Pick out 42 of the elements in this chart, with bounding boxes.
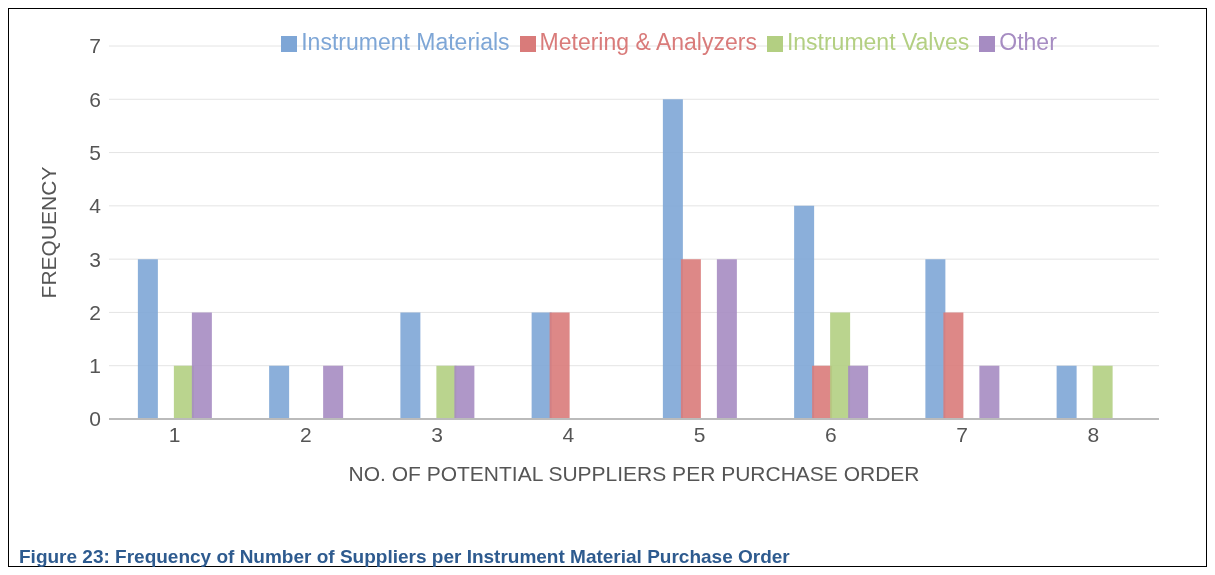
bar xyxy=(323,365,344,419)
bar xyxy=(848,365,869,419)
bar xyxy=(269,365,290,419)
y-tick-label: 1 xyxy=(89,354,101,378)
x-tick-label: 5 xyxy=(693,422,706,446)
caption: Figure 23: Frequency of Number of Suppliers per Instrument Material Purchase Order xyxy=(19,546,790,568)
y-tick-label: 6 xyxy=(89,87,101,111)
bar xyxy=(680,259,701,419)
x-tick-label: 6 xyxy=(825,422,837,446)
bar xyxy=(1056,365,1077,419)
bar xyxy=(454,365,475,419)
x-tick-label: 7 xyxy=(956,422,968,446)
bar xyxy=(531,312,552,419)
legend-label: Instrument Valves xyxy=(786,29,970,55)
bar xyxy=(662,99,683,419)
bar xyxy=(830,312,851,419)
bar xyxy=(137,259,158,419)
legend-label: Instrument Materials xyxy=(301,29,510,55)
legend-label: Other xyxy=(999,29,1057,55)
bar xyxy=(943,312,964,419)
x-axis-title: NO. OF POTENTIAL SUPPLIERS PER PURCHASE ORDER xyxy=(348,462,920,485)
bar xyxy=(549,312,570,419)
bar xyxy=(1092,365,1113,419)
x-tick-label: 1 xyxy=(168,422,181,446)
bar xyxy=(794,205,815,419)
bar xyxy=(716,259,737,419)
bar xyxy=(979,365,1000,419)
y-tick-label: 3 xyxy=(89,247,101,271)
x-tick-label: 4 xyxy=(562,422,575,446)
bar xyxy=(925,259,946,419)
x-tick-label: 8 xyxy=(1087,422,1100,446)
bar xyxy=(400,312,421,419)
x-tick-label: 3 xyxy=(431,422,443,446)
y-tick-label: 7 xyxy=(89,34,101,58)
y-tick-label: 0 xyxy=(89,407,101,431)
y-axis-title: FREQUENCY xyxy=(37,166,61,299)
y-tick-label: 5 xyxy=(89,141,101,165)
legend-label: Metering & Analyzers xyxy=(539,29,757,55)
y-tick-label: 4 xyxy=(89,194,102,218)
x-tick-label: 2 xyxy=(300,422,312,446)
y-tick-label: 2 xyxy=(89,300,101,324)
bar xyxy=(191,312,212,419)
